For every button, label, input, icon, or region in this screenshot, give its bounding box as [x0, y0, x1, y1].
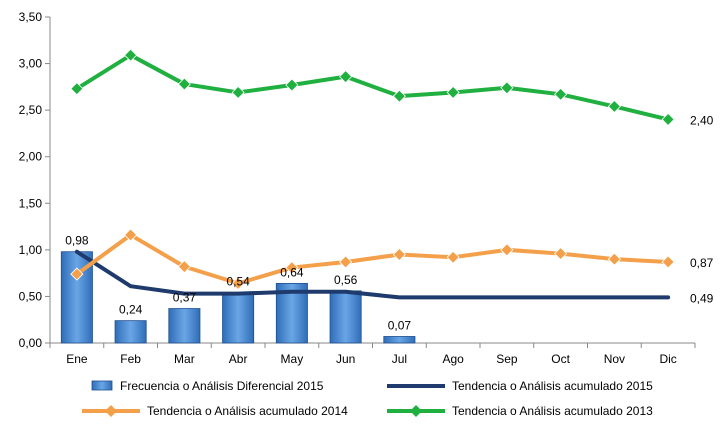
- series-point: [500, 243, 514, 257]
- bar-series: [60, 251, 416, 344]
- series-point: [285, 260, 299, 275]
- bar: [168, 308, 201, 344]
- series-end-label: 0,87: [690, 256, 714, 270]
- series-point: [231, 276, 245, 290]
- series-point: [554, 87, 568, 101]
- bar-data-label: 0,07: [388, 318, 412, 332]
- series-point: [661, 255, 675, 269]
- data-labels: 0,98 0,24 0,37 0,54 0,64 0,56 0,07 0,49 0,87 2,40: [65, 113, 713, 332]
- series-line: [74, 232, 671, 286]
- axes: 0,00 0,50 1,00 1,50 2,00 2,50 3,00 3,50 Ene Feb Ma…: [19, 10, 696, 366]
- y-tick-label: 1,50: [19, 196, 43, 210]
- x-tick-label: Abr: [229, 352, 248, 366]
- series-point: [70, 267, 84, 281]
- y-tick-label: 2,00: [19, 150, 43, 164]
- y-tick-label: 3,00: [19, 57, 43, 71]
- series-point: [392, 247, 406, 262]
- series-point: [70, 82, 84, 96]
- series-point: [231, 85, 245, 100]
- x-tick-label: May: [281, 352, 304, 366]
- series-end-label: 0,49: [690, 291, 714, 305]
- y-tick-label: 0,50: [19, 289, 43, 303]
- bar-data-label: 0,98: [65, 234, 89, 248]
- legend-item: Frecuencia o Análisis Diferencial 2015: [91, 379, 324, 393]
- legend-label: Tendencia o Análisis acumulado 2015: [452, 379, 653, 393]
- series-point: [124, 48, 138, 62]
- x-tick-label: Ago: [442, 352, 464, 366]
- series-point: [285, 78, 299, 92]
- series-point: [177, 260, 191, 274]
- legend-item: Tendencia o Análisis acumulado 2015: [387, 379, 653, 393]
- legend-label: Frecuencia o Análisis Diferencial 2015: [120, 379, 324, 393]
- bar-data-label: 0,24: [119, 303, 143, 317]
- x-tick-label: Oct: [551, 352, 570, 366]
- x-tick-label: Nov: [604, 352, 625, 366]
- x-tick-label: Mar: [174, 352, 195, 366]
- y-tick-label: 3,50: [19, 10, 43, 24]
- legend-item: Tendencia o Análisis acumulado 2014: [82, 404, 348, 418]
- series-point: [446, 85, 460, 100]
- x-tick-label: Feb: [120, 352, 141, 366]
- legend-label: Tendencia o Análisis acumulado 2013: [452, 404, 653, 418]
- y-tick-label: 1,00: [19, 243, 43, 257]
- x-tick-label: Dic: [659, 352, 676, 366]
- bar: [383, 336, 416, 344]
- line-series: [70, 48, 675, 300]
- series-end-label: 2,40: [690, 113, 714, 127]
- legend-swatch: [91, 380, 113, 391]
- series-point: [124, 228, 138, 242]
- y-tick-label: 0,00: [19, 336, 43, 350]
- x-tick-label: Sep: [496, 352, 518, 366]
- series-point: [177, 77, 191, 91]
- legend-label: Tendencia o Análisis acumulado 2014: [147, 404, 348, 418]
- series-point: [500, 81, 514, 95]
- series-point: [339, 70, 353, 84]
- series-point: [607, 252, 621, 266]
- series-line: [74, 249, 671, 300]
- x-tick-label: Jul: [392, 352, 407, 366]
- bar-data-label: 0,64: [280, 265, 304, 279]
- series-point: [446, 250, 460, 264]
- series-point: [339, 255, 353, 269]
- bar: [329, 290, 362, 344]
- x-tick-label: Ene: [66, 352, 88, 366]
- bar: [222, 292, 255, 344]
- series-point: [661, 112, 675, 127]
- bar-data-label: 0,54: [226, 275, 250, 289]
- series-line: [74, 53, 671, 122]
- bar: [114, 320, 147, 344]
- x-tick-label: Jun: [336, 352, 355, 366]
- bar-data-label: 0,56: [334, 273, 358, 287]
- series-point: [392, 89, 406, 103]
- bar-data-label: 0,37: [173, 291, 197, 305]
- legend: Frecuencia o Análisis Diferencial 2015 Te…: [82, 379, 653, 418]
- legend-item: Tendencia o Análisis acumulado 2013: [387, 404, 653, 418]
- legend-marker: [410, 405, 422, 417]
- series-point: [607, 99, 621, 113]
- series-point: [554, 247, 568, 261]
- y-tick-label: 2,50: [19, 103, 43, 117]
- legend-marker: [105, 405, 117, 417]
